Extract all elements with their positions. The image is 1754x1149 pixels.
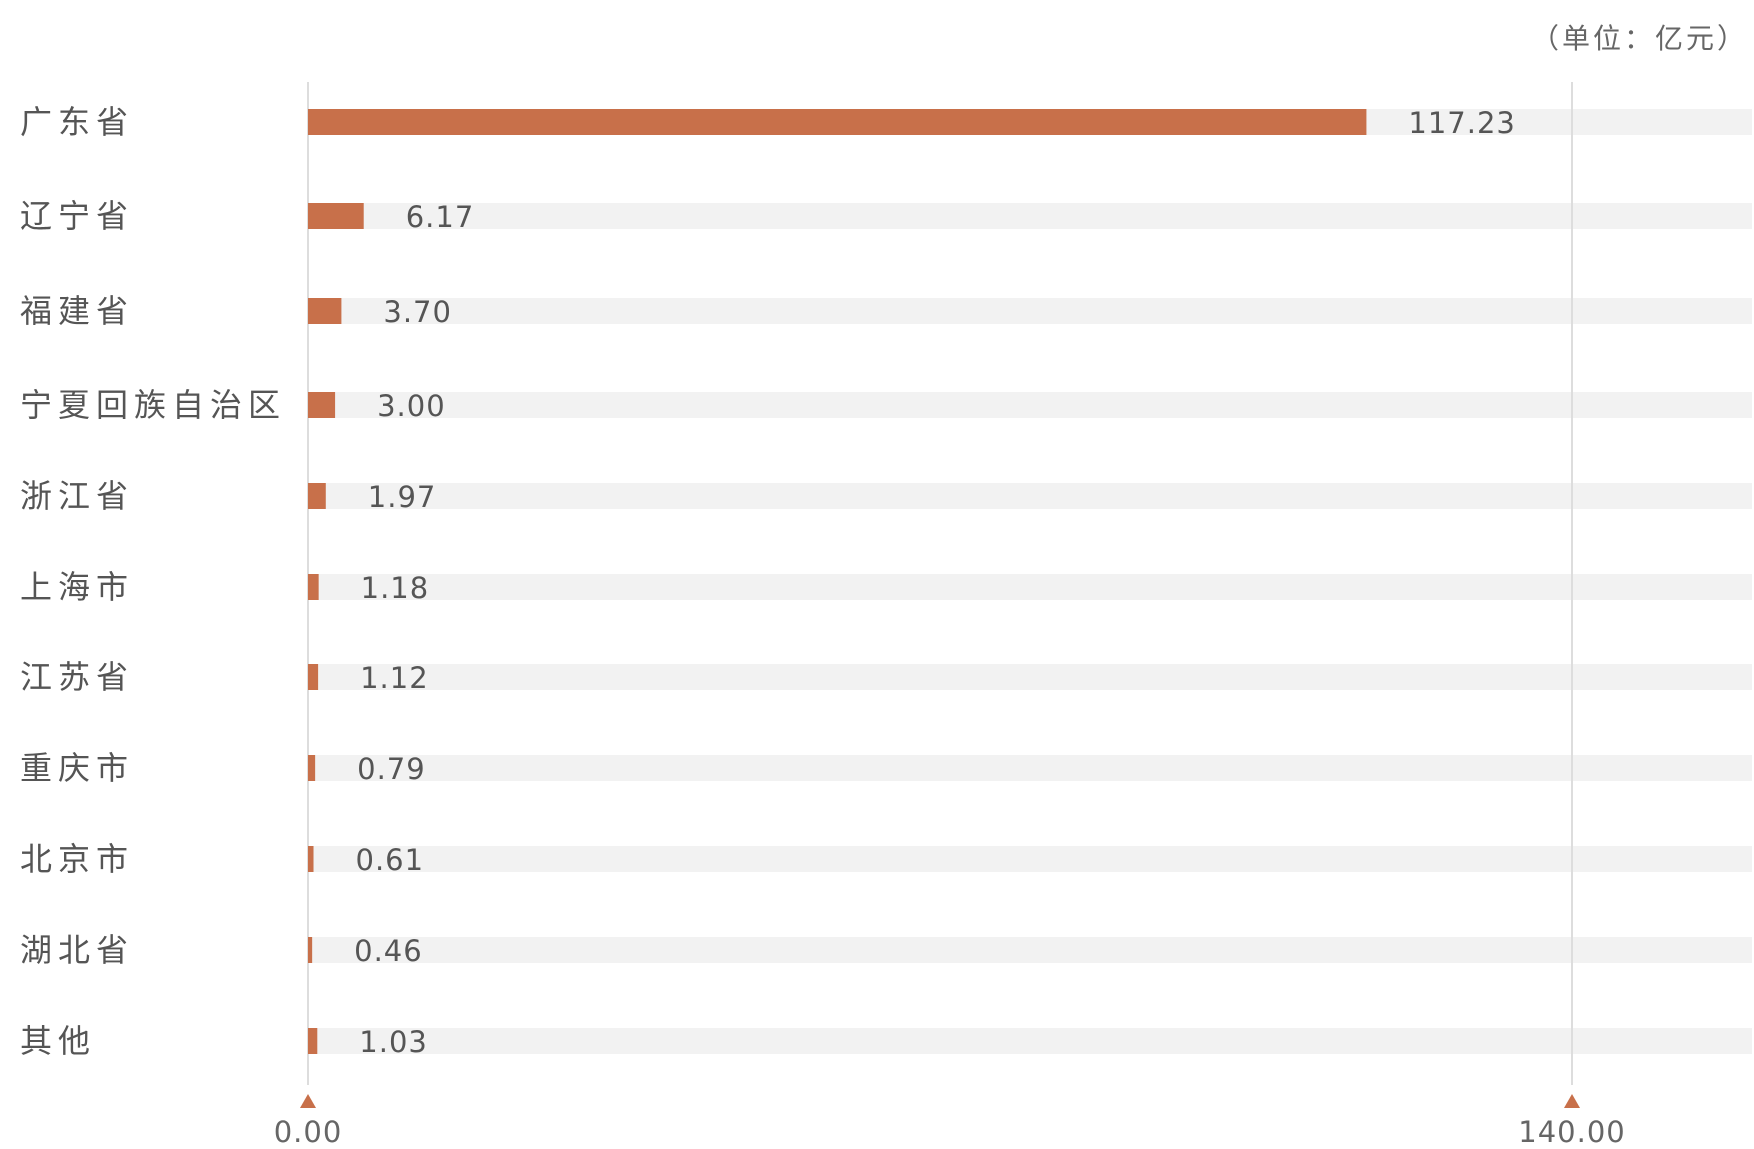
value-label: 0.46 xyxy=(354,934,423,968)
bar xyxy=(308,392,336,418)
tick-marker-icon xyxy=(1564,1094,1580,1108)
value-label: 3.00 xyxy=(377,389,446,423)
bar-track xyxy=(308,298,1752,324)
bar-track xyxy=(308,755,1752,781)
value-label: 1.12 xyxy=(360,661,429,695)
value-label: 3.70 xyxy=(383,295,452,329)
category-label: 上海市 xyxy=(20,568,134,606)
tick-marker-icon xyxy=(300,1094,316,1108)
bar xyxy=(308,1028,318,1054)
value-label: 1.18 xyxy=(361,571,430,605)
bar-track xyxy=(308,846,1752,872)
bar xyxy=(308,937,313,963)
category-label: 辽宁省 xyxy=(20,197,134,235)
value-label: 1.97 xyxy=(368,480,437,514)
tick-label: 0.00 xyxy=(274,1115,343,1149)
bar-track xyxy=(308,937,1752,963)
category-label: 北京市 xyxy=(20,840,134,878)
bar-track xyxy=(308,392,1752,418)
tick-label: 140.00 xyxy=(1518,1115,1625,1149)
category-label: 宁夏回族自治区 xyxy=(20,386,286,424)
bar-track xyxy=(308,203,1752,229)
bar xyxy=(308,755,316,781)
unit-label: （单位：亿元） xyxy=(1531,22,1748,55)
category-label: 浙江省 xyxy=(20,477,134,515)
bar xyxy=(308,846,314,872)
value-label: 0.61 xyxy=(356,843,425,877)
category-label: 其他 xyxy=(20,1022,96,1060)
bar-tracks xyxy=(308,109,1752,1054)
value-labels: 117.23 6.17 3.70 3.00 1.97 1.18 1.12 0.79 0.61 0.… xyxy=(354,106,1515,1059)
category-label: 重庆市 xyxy=(20,749,134,787)
x-axis-ticks: 0.00 140.00 xyxy=(274,1094,1625,1149)
bar-track xyxy=(308,483,1752,509)
bar xyxy=(308,483,326,509)
value-label: 1.03 xyxy=(359,1025,428,1059)
bars xyxy=(308,109,1367,1054)
category-label: 广东省 xyxy=(20,103,134,141)
bar xyxy=(308,109,1367,135)
bar-track xyxy=(308,574,1752,600)
bar xyxy=(308,574,319,600)
bar xyxy=(308,298,342,324)
value-label: 0.79 xyxy=(357,752,426,786)
bar-track xyxy=(308,664,1752,690)
value-label: 117.23 xyxy=(1408,106,1515,140)
category-label: 福建省 xyxy=(20,292,134,330)
value-label: 6.17 xyxy=(406,200,475,234)
category-label: 江苏省 xyxy=(20,658,134,696)
category-label: 湖北省 xyxy=(20,931,134,969)
bar xyxy=(308,664,319,690)
bar-track xyxy=(308,1028,1752,1054)
bar xyxy=(308,203,364,229)
